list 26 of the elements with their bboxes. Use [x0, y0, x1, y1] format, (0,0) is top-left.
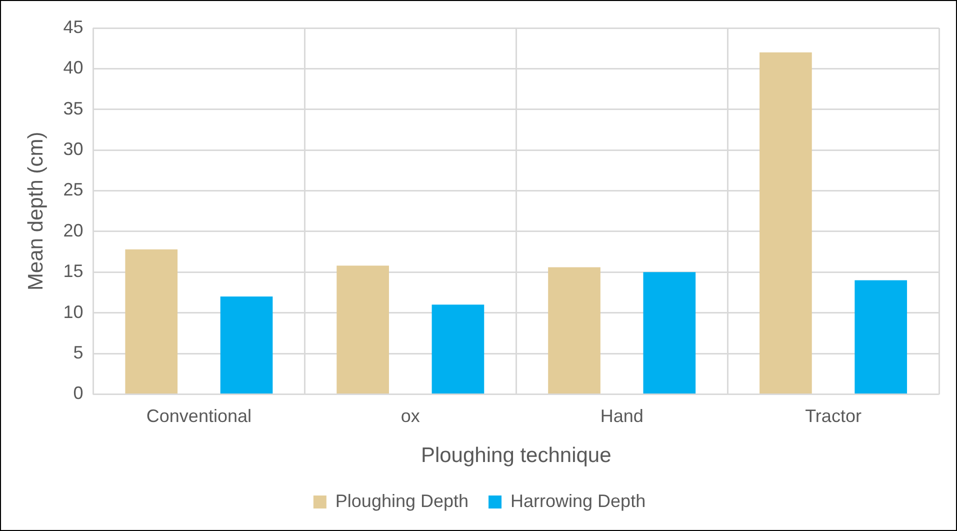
y-tick-label: 5 [73, 342, 84, 362]
y-tick-label: 20 [63, 220, 84, 240]
y-tick-label: 30 [63, 139, 84, 160]
x-tick-label: ox [400, 406, 420, 426]
y-tick-label: 25 [63, 180, 84, 200]
bar [548, 267, 600, 394]
y-tick-label: 10 [63, 302, 84, 322]
bar [220, 296, 273, 394]
x-axis-title: Ploughing technique [420, 444, 612, 468]
y-tick-label: 15 [63, 261, 84, 282]
bar [125, 249, 178, 394]
y-tick-label: 0 [73, 383, 84, 404]
x-tick-label: Tractor [805, 406, 862, 426]
x-tick-label: Hand [600, 406, 644, 426]
bar [432, 304, 484, 394]
bar [760, 52, 812, 394]
bar [336, 266, 389, 394]
y-tick-label: 40 [63, 58, 84, 78]
bar [854, 280, 908, 394]
legend-label: Harrowing Depth [510, 490, 646, 511]
x-tick-label: Conventional [146, 406, 252, 426]
y-tick-label: 45 [63, 16, 84, 37]
y-tick-label: 35 [63, 98, 84, 118]
legend-label: Ploughing Depth [335, 490, 469, 511]
y-axis-title: Mean depth (cm) [24, 132, 48, 290]
bar [643, 272, 696, 394]
